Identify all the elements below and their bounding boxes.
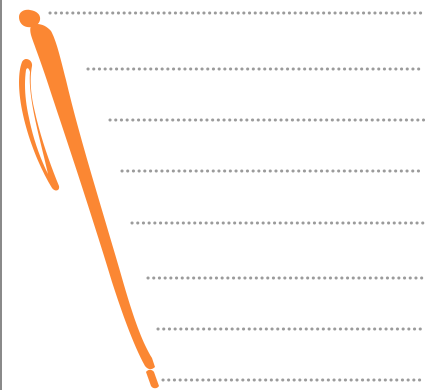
pen-nib [146,369,159,389]
pen-barrel [30,23,155,370]
notepad-left-border [0,0,2,390]
pen-clip-highlight [25,68,48,174]
pen-cap-knob [19,9,41,28]
